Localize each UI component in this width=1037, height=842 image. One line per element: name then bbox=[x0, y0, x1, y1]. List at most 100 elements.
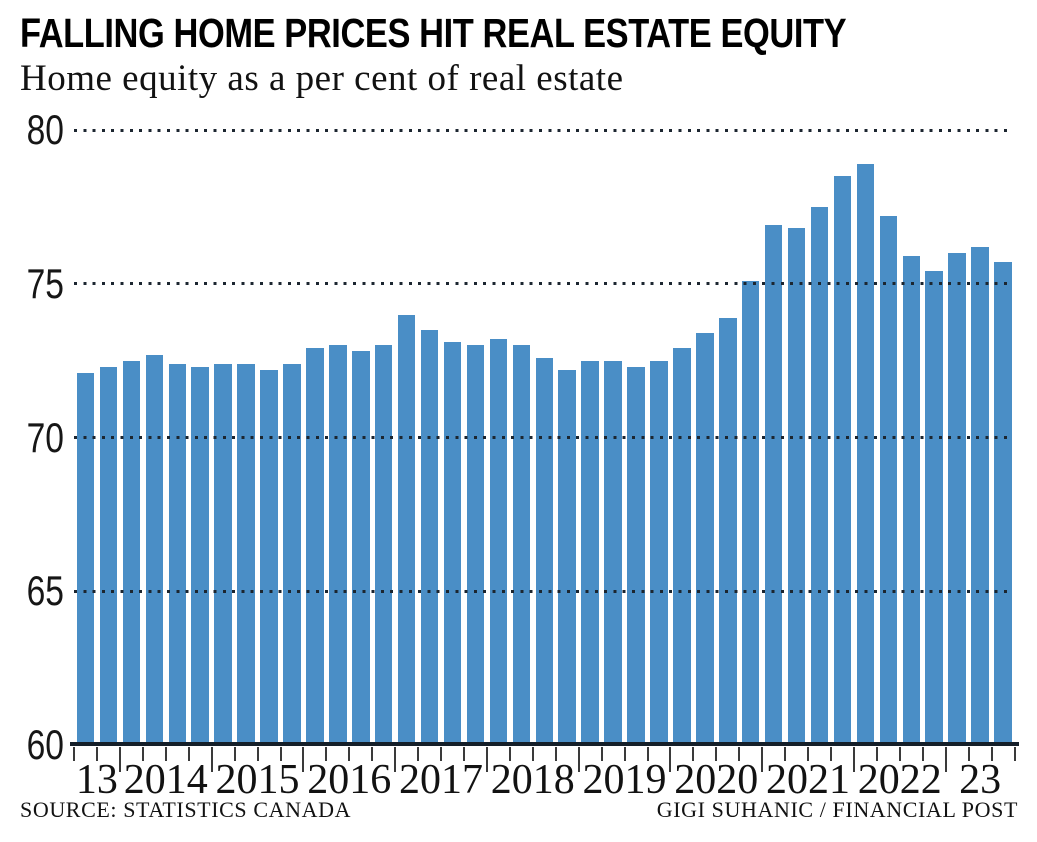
year-boundary-tick bbox=[485, 747, 488, 772]
year-boundary-tick bbox=[302, 747, 305, 772]
bar-2020-q4 bbox=[741, 280, 760, 745]
quarter-tick bbox=[187, 747, 190, 761]
quarter-tick bbox=[164, 747, 167, 761]
year-boundary-tick bbox=[761, 747, 764, 772]
bar-2016-q1 bbox=[306, 348, 324, 745]
x-axis-label-2021: 2021 bbox=[766, 757, 850, 803]
gridline-75 bbox=[74, 282, 1011, 286]
quarter-tick bbox=[95, 747, 98, 761]
bar-2017-q2 bbox=[420, 329, 439, 745]
quarter-tick bbox=[141, 747, 144, 761]
quarter-tick bbox=[233, 747, 236, 761]
quarter-tick bbox=[623, 747, 626, 761]
quarter-tick bbox=[967, 747, 970, 761]
credit-text: GIGI SUHANIC / FINANCIAL POST bbox=[656, 797, 1018, 822]
quarter-tick bbox=[830, 747, 832, 761]
x-axis-label-23: 23 bbox=[959, 757, 1002, 803]
bar-2015-q4 bbox=[283, 363, 301, 745]
bar-2017-q3 bbox=[443, 342, 462, 745]
bar-2014-q2 bbox=[145, 354, 163, 745]
bar-2018-q2 bbox=[512, 345, 530, 746]
quarter-tick bbox=[1013, 747, 1016, 761]
bar-2013-q3 bbox=[76, 372, 95, 745]
quarter-tick bbox=[348, 747, 351, 761]
quarter-tick bbox=[715, 747, 718, 761]
year-boundary-tick bbox=[210, 747, 213, 772]
bar-2015-q2 bbox=[237, 363, 255, 745]
quarter-tick bbox=[325, 747, 328, 761]
x-axis-label-2020: 2020 bbox=[674, 757, 759, 803]
bar-2020-q1 bbox=[673, 348, 691, 745]
year-boundary-tick bbox=[669, 747, 672, 772]
x-axis-label-2019: 2019 bbox=[582, 757, 667, 803]
x-axis-label-2014: 2014 bbox=[123, 757, 208, 803]
bar-2018-q1 bbox=[489, 339, 508, 745]
bar-2023-q2 bbox=[971, 246, 989, 745]
source-text: SOURCE: STATISTICS CANADA bbox=[20, 797, 352, 822]
chart-subtitle: Home equity as a per cent of real estate bbox=[20, 58, 624, 99]
bar-2018-q4 bbox=[558, 369, 576, 745]
quarter-tick bbox=[784, 747, 787, 761]
y-axis-label-60: 60 bbox=[26, 721, 64, 768]
bar-2023-q1 bbox=[948, 253, 966, 745]
year-boundary-tick bbox=[852, 747, 855, 772]
quarter-tick bbox=[531, 747, 534, 761]
quarter-tick bbox=[508, 747, 511, 761]
bar-2016-q4 bbox=[374, 345, 393, 746]
bar-2013-q4 bbox=[99, 366, 118, 745]
bar-2021-q3 bbox=[810, 206, 829, 745]
bar-2014-q4 bbox=[191, 366, 209, 745]
bar-2015-q1 bbox=[214, 363, 232, 745]
year-boundary-tick bbox=[394, 747, 397, 772]
y-axis-label-65: 65 bbox=[26, 567, 64, 615]
bar-2019-q2 bbox=[604, 360, 622, 745]
gridline-65 bbox=[74, 589, 1011, 593]
gridline-80 bbox=[74, 128, 1011, 132]
bar-2022-q4 bbox=[925, 271, 943, 745]
bar-2019-q3 bbox=[627, 366, 645, 745]
quarter-tick bbox=[463, 747, 465, 761]
quarter-tick bbox=[417, 747, 420, 761]
quarter-tick bbox=[807, 747, 809, 761]
year-boundary-tick bbox=[118, 747, 121, 772]
bar-2014-q1 bbox=[122, 360, 141, 745]
year-boundary-tick bbox=[944, 747, 947, 772]
y-axis-label-70: 70 bbox=[26, 413, 64, 461]
bar-2023-q3 bbox=[994, 262, 1012, 745]
bar-2019-q4 bbox=[650, 360, 668, 745]
year-boundary-tick bbox=[577, 747, 580, 772]
x-axis-line bbox=[70, 742, 1019, 746]
quarter-tick bbox=[921, 747, 924, 761]
bar-2016-q2 bbox=[329, 345, 347, 746]
gridline-70 bbox=[74, 436, 1011, 439]
quarter-tick bbox=[692, 747, 695, 761]
bar-2016-q3 bbox=[352, 351, 370, 745]
quarter-tick bbox=[554, 747, 557, 761]
bar-2014-q3 bbox=[168, 363, 186, 745]
quarter-tick bbox=[600, 747, 603, 761]
y-axis-label-80: 80 bbox=[26, 106, 64, 153]
quarter-tick bbox=[738, 747, 741, 761]
chart-title: FALLING HOME PRICES HIT REAL ESTATE EQUI… bbox=[20, 10, 847, 56]
x-axis-label-2017: 2017 bbox=[399, 757, 483, 803]
quarter-tick bbox=[440, 747, 442, 761]
bar-2020-q3 bbox=[719, 317, 737, 745]
quarter-tick bbox=[898, 747, 901, 761]
quarter-tick bbox=[990, 747, 993, 761]
quarter-tick bbox=[875, 747, 878, 761]
quarter-tick bbox=[279, 747, 282, 761]
x-axis-label-13: 13 bbox=[75, 757, 118, 803]
bar-2019-q1 bbox=[581, 360, 599, 745]
bar-2015-q3 bbox=[260, 369, 278, 745]
quarter-tick bbox=[256, 747, 259, 761]
bar-2021-q2 bbox=[787, 228, 806, 745]
quarter-tick bbox=[73, 747, 75, 761]
bar-2022-q1 bbox=[856, 163, 875, 745]
bar-2022-q2 bbox=[879, 216, 898, 745]
bar-2017-q1 bbox=[397, 314, 416, 745]
x-axis-label-2015: 2015 bbox=[215, 757, 300, 803]
x-axis-label-2018: 2018 bbox=[490, 757, 575, 803]
bar-2021-q1 bbox=[764, 225, 783, 745]
